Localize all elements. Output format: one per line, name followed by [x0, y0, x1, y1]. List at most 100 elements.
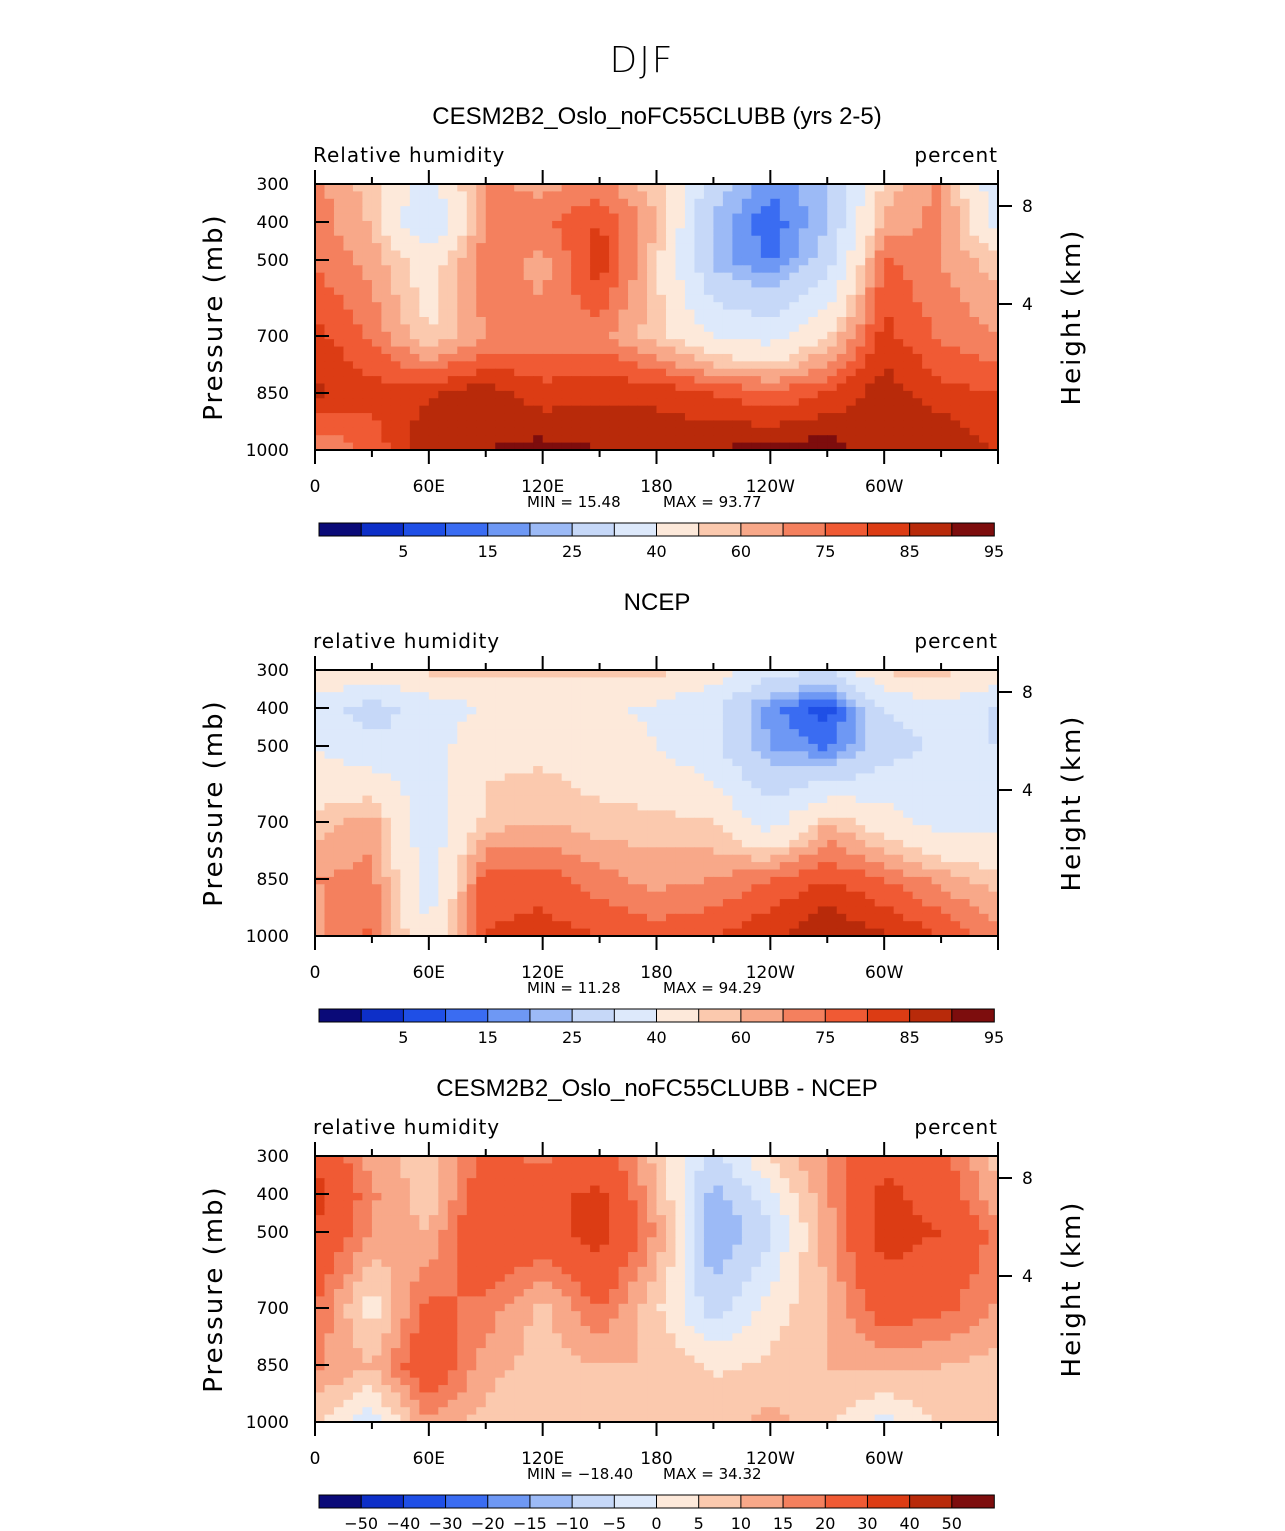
- contour-cell: [779, 302, 790, 311]
- contour-cell: [960, 684, 971, 693]
- x-tick-label: 60W: [865, 477, 904, 497]
- contour-cell: [874, 420, 885, 429]
- contour-cell: [485, 743, 496, 752]
- colorbar-box: [445, 522, 489, 537]
- contour-cell: [684, 435, 696, 444]
- contour-cell: [628, 198, 639, 207]
- contour-cell: [874, 736, 885, 745]
- contour-cell: [495, 280, 506, 289]
- contour-cell: [419, 339, 430, 348]
- contour-cell: [912, 413, 923, 422]
- contour-cell: [846, 405, 857, 414]
- contour-cell: [457, 743, 468, 752]
- contour-cell: [684, 309, 696, 318]
- contour-cell: [722, 339, 733, 348]
- contour-cell: [590, 832, 601, 841]
- contour-cell: [884, 346, 895, 355]
- contour-cell: [703, 832, 715, 841]
- contour-cell: [637, 353, 648, 362]
- contour-cell: [836, 884, 847, 893]
- contour-cell: [665, 736, 677, 745]
- contour-cell: [571, 339, 582, 348]
- contour-cell: [665, 825, 677, 834]
- contour-cell: [571, 191, 582, 200]
- contour-cell: [590, 353, 601, 362]
- contour-cell: [637, 361, 648, 370]
- contour-cell: [836, 331, 847, 340]
- contour-cell: [457, 773, 468, 782]
- contour-cell: [552, 795, 563, 804]
- contour-cell: [352, 692, 364, 701]
- contour-cell: [447, 692, 458, 701]
- contour-cell: [779, 714, 790, 723]
- contour-cell: [893, 420, 904, 429]
- contour-cell: [400, 383, 411, 392]
- contour-cell: [751, 788, 762, 797]
- contour-cell: [371, 265, 383, 274]
- contour-cell: [561, 832, 572, 841]
- contour-cell: [333, 670, 345, 678]
- contour-cell: [865, 324, 876, 333]
- contour-cell: [874, 729, 885, 738]
- contour-cell: [884, 729, 895, 738]
- contour-cell: [381, 413, 392, 422]
- contour-cell: [722, 287, 733, 296]
- y-axis-title: Pressure (mb): [199, 213, 229, 420]
- contour-cell: [533, 810, 544, 819]
- contour-cell: [400, 699, 411, 708]
- contour-cell: [817, 376, 828, 385]
- contour-cell: [371, 331, 383, 340]
- contour-cell: [922, 825, 933, 834]
- contour-cell: [333, 736, 345, 745]
- contour-cell: [542, 891, 553, 900]
- contour-cell: [798, 810, 809, 819]
- contour-cell: [476, 766, 487, 775]
- contour-cell: [590, 442, 601, 450]
- contour-cell: [722, 250, 733, 259]
- contour-cell: [571, 228, 582, 237]
- contour-cell: [371, 891, 383, 900]
- contour-cell: [609, 751, 620, 760]
- contour-cell: [466, 729, 477, 738]
- contour-cell: [874, 869, 885, 878]
- contour-cell: [903, 353, 914, 362]
- contour-cell: [665, 677, 677, 686]
- contour-cell: [324, 287, 335, 296]
- contour-cell: [466, 302, 477, 311]
- contour-cell: [523, 884, 534, 893]
- contour-cell: [703, 862, 715, 871]
- contour-cell: [922, 884, 933, 893]
- contour-cell: [713, 442, 724, 450]
- contour-cell: [846, 287, 857, 296]
- contour-cell: [504, 353, 515, 362]
- contour-cell: [922, 736, 933, 745]
- contour-cell: [561, 751, 572, 760]
- contour-cell: [922, 854, 933, 863]
- contour-cell: [523, 280, 534, 289]
- contour-cell: [722, 839, 733, 848]
- contour-cell: [988, 184, 998, 192]
- contour-cell: [988, 228, 998, 237]
- contour-cell: [400, 817, 411, 826]
- contour-cell: [732, 714, 743, 723]
- contour-cell: [722, 294, 733, 303]
- contour-cell: [552, 817, 563, 826]
- contour-cell: [400, 398, 411, 407]
- contour-cell: [988, 257, 998, 266]
- contour-cell: [381, 398, 392, 407]
- contour-cell: [941, 743, 952, 752]
- contour-cell: [609, 257, 620, 266]
- contour-cell: [628, 743, 639, 752]
- contour-cell: [722, 405, 733, 414]
- contour-cell: [941, 788, 952, 797]
- contour-cell: [789, 376, 800, 385]
- contour-cell: [324, 706, 335, 715]
- contour-cell: [865, 817, 876, 826]
- contour-cell: [590, 405, 601, 414]
- contour-cell: [438, 198, 449, 207]
- contour-cell: [362, 191, 373, 200]
- contour-cell: [779, 773, 790, 782]
- contour-cell: [514, 324, 525, 333]
- contour-cell: [533, 766, 544, 775]
- contour-cell: [884, 250, 895, 259]
